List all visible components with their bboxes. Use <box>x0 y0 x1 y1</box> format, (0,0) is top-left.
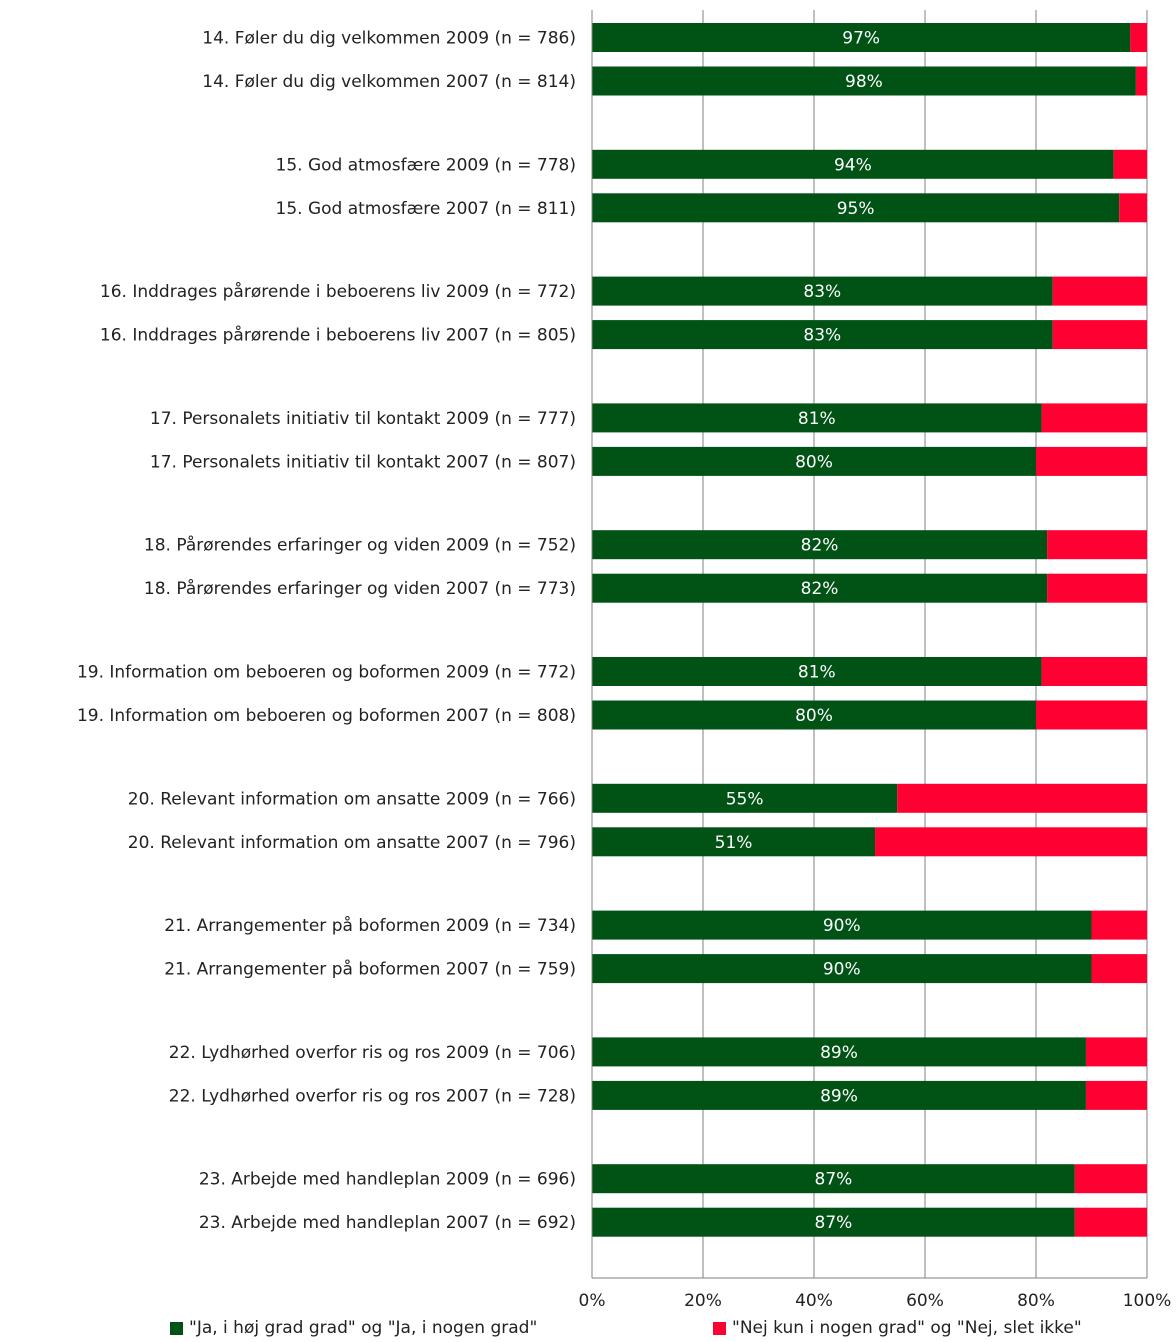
bar-segment-yes <box>592 276 1053 306</box>
category-label: 16. Inddrages pårørende i beboerens liv … <box>100 281 576 302</box>
x-tick-label: 80% <box>1017 1291 1055 1311</box>
bar-value-label: 94% <box>834 155 872 175</box>
bar-segment-no <box>1041 403 1147 433</box>
bar-value-label: 80% <box>795 706 833 726</box>
bar-segment-no <box>1135 66 1147 96</box>
bar-segment-yes <box>592 149 1114 179</box>
bar-segment-yes <box>592 827 876 857</box>
bar-segment-no <box>1130 23 1147 52</box>
category-label: 15. God atmosfære 2009 (n = 778) <box>276 155 576 175</box>
bar-segment-no <box>1052 276 1147 306</box>
bar-segment-yes <box>592 910 1092 940</box>
category-label: 20. Relevant information om ansatte 2009… <box>128 789 576 809</box>
bar-value-label: 89% <box>820 1043 858 1063</box>
legend-swatch-no <box>713 1321 726 1335</box>
legend-label-yes: "Ja, i høj grad grad" og "Ja, i nogen gr… <box>189 1318 538 1338</box>
bar-value-label: 83% <box>803 282 841 302</box>
x-tick-label: 100% <box>1123 1291 1172 1311</box>
bar-value-label: 55% <box>726 789 764 809</box>
category-label: 22. Lydhørhed overfor ris og ros 2007 (n… <box>169 1086 576 1106</box>
x-tick-label: 40% <box>795 1291 833 1311</box>
bar-value-label: 98% <box>845 72 883 92</box>
category-label: 16. Inddrages pårørende i beboerens liv … <box>100 325 576 346</box>
category-label: 20. Relevant information om ansatte 2007… <box>128 833 576 853</box>
category-label: 14. Føler du dig velkommen 2007 (n = 814… <box>202 72 576 92</box>
bar-segment-no <box>897 783 1147 813</box>
category-label: 21. Arrangementer på boformen 2007 (n = … <box>164 959 576 980</box>
bar-value-label: 82% <box>801 579 839 599</box>
bar-segment-yes <box>592 66 1136 96</box>
category-label: 17. Personalets initiativ til kontakt 20… <box>150 409 576 429</box>
bar-value-label: 87% <box>815 1213 853 1233</box>
bar-value-label: 80% <box>795 452 833 472</box>
bar-value-label: 87% <box>815 1170 853 1190</box>
bar-segment-no <box>875 827 1147 857</box>
category-label: 23. Arbejde med handleplan 2007 (n = 692… <box>199 1213 576 1233</box>
bar-segment-yes <box>592 700 1036 730</box>
bar-segment-no <box>1113 149 1147 179</box>
legend-label-no: "Nej kun i nogen grad" og "Nej, slet ikk… <box>732 1318 1082 1338</box>
bars: 97% 98% 94% 95% 83% 83% 81% 80% 82% 82% 81% 80% 55% 5… <box>592 23 1147 1237</box>
bar-segment-no <box>1085 1080 1147 1110</box>
bar-segment-yes <box>592 783 898 813</box>
bar-value-label: 81% <box>798 663 836 683</box>
bar-segment-no <box>1091 910 1147 940</box>
category-label: 15. God atmosfære 2007 (n = 811) <box>276 199 576 219</box>
bar-segment-yes <box>592 657 1042 686</box>
bar-segment-yes <box>592 954 1092 984</box>
bar-segment-yes <box>592 1207 1075 1237</box>
x-axis: 0% 20% 40% 60% 80% 100% <box>579 10 1172 1311</box>
bar-segment-no <box>1041 657 1147 686</box>
category-labels: 14. Føler du dig velkommen 2009 (n = 786… <box>77 29 576 1234</box>
bar-value-label: 51% <box>715 833 753 853</box>
bar-value-label: 95% <box>837 199 875 219</box>
bar-segment-no <box>1047 530 1147 560</box>
bar-segment-yes <box>592 530 1048 560</box>
bar-segment-no <box>1091 954 1147 984</box>
bar-segment-yes <box>592 193 1120 223</box>
bar-segment-yes <box>592 446 1036 476</box>
bar-segment-no <box>1074 1164 1147 1194</box>
bar-segment-no <box>1074 1207 1147 1237</box>
bar-segment-no <box>1119 193 1147 223</box>
bar-value-label: 89% <box>820 1086 858 1106</box>
x-tick-label: 0% <box>579 1291 606 1311</box>
bar-segment-yes <box>592 23 1131 52</box>
bar-segment-yes <box>592 1037 1086 1067</box>
category-label: 23. Arbejde med handleplan 2009 (n = 696… <box>199 1170 576 1190</box>
legend: "Ja, i høj grad grad" og "Ja, i nogen gr… <box>0 1318 1176 1342</box>
legend-swatch-yes <box>170 1321 183 1335</box>
legend-item-yes: "Ja, i høj grad grad" og "Ja, i nogen gr… <box>170 1318 537 1338</box>
bar-segment-yes <box>592 320 1053 350</box>
x-tick-label: 20% <box>684 1291 722 1311</box>
category-label: 21. Arrangementer på boformen 2009 (n = … <box>164 915 576 936</box>
category-label: 17. Personalets initiativ til kontakt 20… <box>150 452 576 472</box>
category-label: 19. Information om beboeren og boformen … <box>77 706 576 726</box>
bar-value-label: 90% <box>823 960 861 980</box>
bar-segment-no <box>1036 446 1147 476</box>
category-label: 22. Lydhørhed overfor ris og ros 2009 (n… <box>169 1043 576 1063</box>
category-label: 19. Information om beboeren og boformen … <box>77 663 576 683</box>
bar-segment-yes <box>592 1164 1075 1194</box>
bar-segment-no <box>1036 700 1147 730</box>
category-label: 18. Pårørendes erfaringer og viden 2009 … <box>144 535 576 556</box>
bar-segment-no <box>1085 1037 1147 1067</box>
legend-item-no: "Nej kun i nogen grad" og "Nej, slet ikk… <box>713 1318 1082 1338</box>
bar-segment-yes <box>592 403 1042 433</box>
bar-value-label: 90% <box>823 916 861 936</box>
x-tick-label: 60% <box>906 1291 944 1311</box>
bar-segment-yes <box>592 573 1048 603</box>
bar-segment-no <box>1052 320 1147 350</box>
bar-value-label: 97% <box>842 29 880 49</box>
category-label: 14. Føler du dig velkommen 2009 (n = 786… <box>202 29 576 49</box>
bar-segment-yes <box>592 1080 1086 1110</box>
category-label: 18. Pårørendes erfaringer og viden 2007 … <box>144 578 576 599</box>
bar-value-label: 82% <box>801 536 839 556</box>
bar-value-label: 83% <box>803 326 841 346</box>
bar-value-label: 81% <box>798 409 836 429</box>
bar-segment-no <box>1047 573 1147 603</box>
